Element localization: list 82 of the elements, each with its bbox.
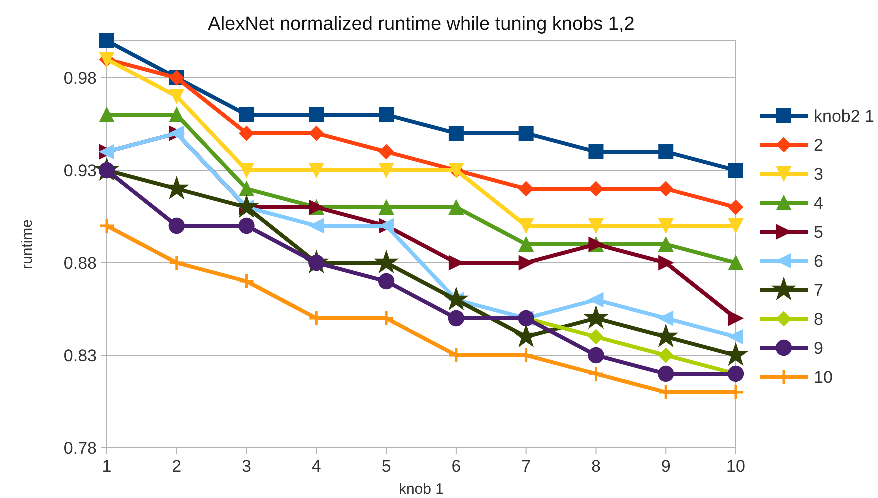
point — [448, 126, 464, 141]
legend-label: 6 — [814, 252, 824, 271]
point — [169, 89, 184, 104]
point — [448, 310, 465, 327]
point — [518, 182, 534, 196]
point — [658, 237, 674, 252]
point — [518, 256, 534, 270]
point — [588, 144, 604, 160]
point — [588, 182, 604, 196]
x-tick-label: 1 — [102, 457, 112, 476]
chart-title: AlexNet normalized runtime while tuning knobs 1,2 — [208, 14, 635, 35]
point — [728, 218, 744, 234]
point — [518, 218, 534, 234]
point — [728, 163, 744, 178]
x-tick-label: 7 — [522, 457, 532, 476]
point — [584, 306, 608, 328]
point — [309, 163, 324, 178]
point — [309, 108, 324, 122]
point — [658, 348, 674, 363]
legend-label: 5 — [814, 222, 824, 242]
point — [588, 347, 604, 364]
x-tick-label: 2 — [172, 457, 182, 476]
x-axis-title: knob 1 — [398, 481, 444, 498]
legend-label: 3 — [814, 164, 824, 184]
x-tick-label: 3 — [242, 457, 252, 476]
point — [518, 237, 534, 252]
point — [728, 330, 744, 344]
x-tick-label: 4 — [312, 457, 322, 476]
point — [658, 256, 674, 270]
point — [379, 108, 394, 122]
point — [588, 218, 604, 234]
legend-label: 2 — [814, 136, 824, 155]
point — [658, 366, 674, 382]
legend-label: 7 — [814, 280, 824, 300]
point — [238, 218, 255, 234]
point — [239, 182, 254, 196]
point — [309, 126, 324, 141]
legend-label: knob2 1 — [814, 106, 874, 126]
y-tick-label: 0.78 — [64, 438, 97, 458]
point — [100, 108, 114, 122]
point — [728, 200, 744, 215]
point — [724, 343, 748, 366]
point — [448, 200, 464, 215]
point — [168, 254, 186, 272]
point — [379, 163, 394, 178]
point — [379, 200, 394, 215]
point — [728, 311, 744, 326]
legend-label: 4 — [814, 194, 824, 213]
point — [658, 311, 674, 326]
point — [238, 273, 256, 290]
legend-label: 9 — [814, 338, 824, 358]
point — [588, 292, 604, 308]
x-tick-label: 6 — [452, 457, 462, 476]
legend-label: 8 — [814, 310, 824, 329]
point — [309, 218, 324, 234]
point — [239, 108, 254, 122]
y-tick-label: 0.88 — [64, 254, 97, 273]
point — [588, 366, 604, 382]
point — [168, 218, 185, 234]
point — [658, 144, 674, 160]
legend-label: 10 — [814, 368, 833, 387]
point — [658, 182, 674, 196]
point — [100, 34, 114, 48]
y-tick-label: 0.83 — [64, 346, 97, 366]
point — [588, 330, 604, 344]
x-tick-label: 8 — [591, 457, 601, 476]
point — [375, 250, 398, 273]
point — [728, 256, 744, 270]
y-tick-label: 0.98 — [64, 68, 97, 88]
point — [658, 218, 674, 234]
point — [518, 126, 534, 141]
x-tick-label: 10 — [726, 457, 746, 476]
point — [239, 163, 254, 178]
point — [378, 273, 395, 290]
point — [239, 126, 254, 141]
y-axis-title: runtime — [19, 219, 36, 270]
point — [169, 108, 184, 122]
x-tick-label: 5 — [382, 457, 392, 476]
point — [379, 144, 394, 160]
point — [98, 218, 116, 234]
y-tick-label: 0.93 — [64, 161, 97, 180]
x-tick-label: 9 — [661, 457, 671, 476]
